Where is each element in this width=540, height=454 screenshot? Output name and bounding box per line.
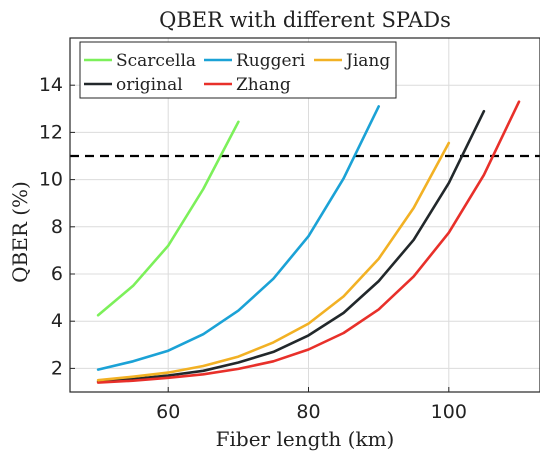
x-tick-label: 60 [156,401,180,423]
x-tick-label: 100 [431,401,467,423]
series-line-zhang [96,100,521,384]
legend-label-original: original [116,75,183,95]
y-tick-label: 8 [51,216,63,238]
x-tick-label: 80 [296,401,320,423]
series-line-jiang [96,141,451,382]
series-line-ruggeri [96,105,381,371]
legend-label-zhang: Zhang [236,75,291,95]
y-axis-title: QBER (%) [8,181,32,283]
legend-box [79,41,397,99]
y-tick-label: 14 [39,74,63,96]
axis-ticks: 60 80 100 2 4 6 8 10 12 14 [39,74,467,423]
y-tick-label: 6 [51,263,63,285]
chart-title: QBER with different SPADs [159,8,451,32]
series-group [96,100,521,384]
legend-label-jiang: Jiang [344,51,390,71]
x-axis-title: Fiber length (km) [216,427,395,451]
plot-frame [69,37,540,393]
legend-label-ruggeri: Ruggeri [236,51,306,71]
y-tick-label: 4 [51,310,63,332]
y-tick-label: 2 [51,357,63,379]
legend: Scarcella Ruggeri Jiang original Zhang [79,41,397,99]
y-tick-label: 10 [39,169,63,191]
series-line-scarcella [96,120,240,317]
y-tick-label: 12 [39,121,63,143]
legend-label-scarcella: Scarcella [116,51,196,71]
series-line-original [96,109,486,383]
